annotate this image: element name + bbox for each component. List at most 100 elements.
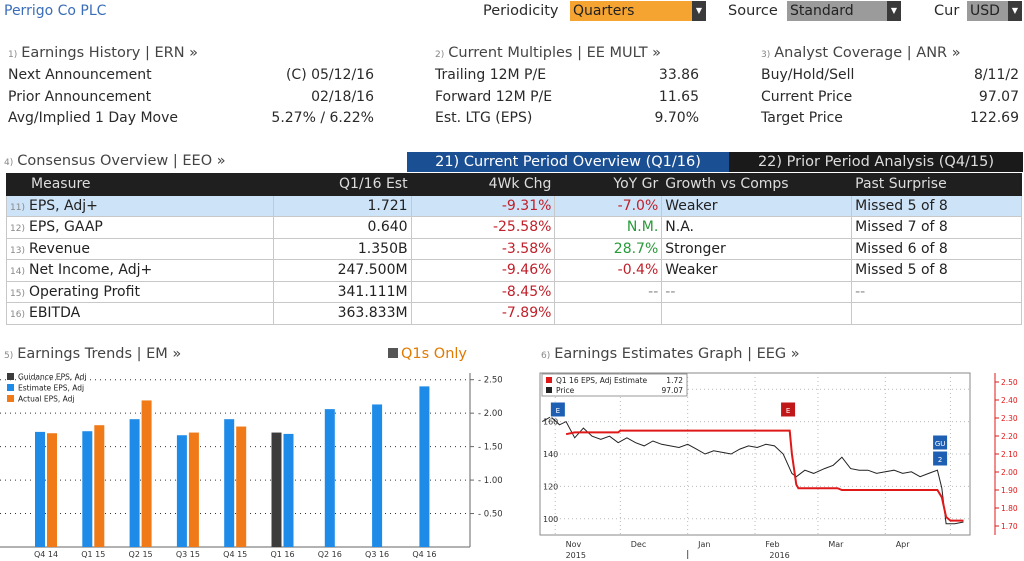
table-row[interactable]: 12) EPS, GAAP 0.640 -25.58% N.M. N.A. Mis… <box>6 216 1022 239</box>
left-tick-label: 160 <box>543 418 558 427</box>
y-tick-label: - 1.00 <box>478 476 502 486</box>
periodicity-select[interactable]: Quarters ▼ <box>570 1 706 21</box>
table-row[interactable]: 11) EPS, Adj+ 1.721 -9.31% -7.0% Weaker M… <box>6 194 1022 217</box>
legend-box <box>541 373 688 397</box>
measure-cell: Operating Profit <box>28 283 140 300</box>
checkbox-icon <box>388 348 398 358</box>
day-move-label: Avg/Implied 1 Day Move <box>8 110 179 126</box>
x-tick-label: Q4 16 <box>412 550 436 559</box>
current-multiples-title[interactable]: 2) Current Multiples | EE MULT » <box>435 45 661 61</box>
est-cell: 363.833M <box>272 302 412 325</box>
event-marker-label: 2 <box>938 456 942 464</box>
comps-cell: Stronger <box>661 237 853 260</box>
currency-value: USD <box>970 3 1000 19</box>
surprise-cell: Missed 6 of 8 <box>851 237 1022 260</box>
col-measure[interactable]: Measure <box>6 173 274 196</box>
est-cell: 1.721 <box>272 194 412 217</box>
q1s-only-label: Q1s Only <box>401 346 468 362</box>
forward-pe-value: 11.65 <box>658 89 699 105</box>
prior-announcement-value: 02/18/16 <box>311 89 374 105</box>
next-announcement-value: (C) 05/12/16 <box>285 67 374 83</box>
row-number: 13) <box>10 245 25 256</box>
col-growth-vs-comps[interactable]: Growth vs Comps <box>661 173 853 196</box>
comps-cell <box>661 302 853 325</box>
measure-cell: Revenue <box>28 240 90 257</box>
table-row[interactable]: 16) EBITDA 363.833M -7.89% <box>6 302 1022 325</box>
earnings-trends-title[interactable]: 5) Earnings Trends | EM » <box>4 346 181 362</box>
x-tick-label: Q1 15 <box>81 550 105 559</box>
event-marker-label: E <box>556 407 560 415</box>
bar-estimate <box>224 419 235 547</box>
chg-cell: -25.58% <box>410 216 556 239</box>
measure-cell: EPS, GAAP <box>28 219 103 236</box>
col-4wk-chg[interactable]: 4Wk Chg <box>410 173 556 196</box>
col-est[interactable]: Q1/16 Est <box>272 173 412 196</box>
current-price-label: Current Price <box>761 89 853 105</box>
table-row[interactable]: 14) Net Income, Adj+ 247.500M -9.46% -0.4… <box>6 259 1022 282</box>
event-marker-label: E <box>786 407 790 415</box>
legend-value: 1.72 <box>666 376 683 385</box>
table-header-row: Measure Q1/16 Est 4Wk Chg YoY Gr Growth … <box>6 173 1022 196</box>
x-month-label: Nov <box>566 540 582 549</box>
chg-cell: -7.89% <box>410 302 556 325</box>
chevron-down-icon: ▼ <box>692 1 706 21</box>
ltg-label: Est. LTG (EPS) <box>435 110 533 126</box>
analyst-coverage-title[interactable]: 3) Analyst Coverage | ANR » <box>761 45 961 61</box>
x-tick-label: Q2 15 <box>129 550 153 559</box>
col-yoy[interactable]: YoY Gr <box>554 173 663 196</box>
earnings-history-title[interactable]: 1) Earnings History | ERN » <box>8 45 198 61</box>
x-month-label: Mar <box>828 540 844 549</box>
yoy-cell: -7.0% <box>554 194 663 217</box>
bar-estimate <box>82 431 93 547</box>
day-move-value: 5.27% / 6.22% <box>271 110 374 126</box>
legend-value: 97.07 <box>662 386 684 395</box>
tab-prior-period[interactable]: 22) Prior Period Analysis (Q4/15) <box>729 152 1023 172</box>
bar-estimate <box>324 409 335 547</box>
event-marker-label: GU <box>935 440 946 448</box>
table-row[interactable]: 13) Revenue 1.350B -3.58% 28.7% Stronger … <box>6 237 1022 260</box>
surprise-cell: Missed 7 of 8 <box>851 216 1022 239</box>
q1s-only-toggle[interactable]: Q1s Only <box>388 346 467 362</box>
x-month-label: Dec <box>631 540 646 549</box>
x-year-label: 2015 <box>566 551 586 560</box>
section-title-text: Current Multiples | EE MULT » <box>448 45 662 61</box>
currency-select[interactable]: USD ▼ <box>967 1 1022 21</box>
consensus-title[interactable]: 4) Consensus Overview | EEO » <box>4 153 226 169</box>
earnings-estimates-graph: 1001201401601801.701.801.902.002.102.202… <box>539 372 1018 560</box>
section-title-text: Earnings History | ERN » <box>21 45 199 61</box>
section-title-text: Earnings Estimates Graph | EEG » <box>554 346 800 362</box>
bar-estimate <box>419 386 430 547</box>
y-tick-label: - 1.50 <box>478 443 502 453</box>
yoy-cell: N.M. <box>554 216 663 239</box>
surprise-cell: -- <box>851 280 1022 303</box>
measure-cell: EBITDA <box>28 305 81 322</box>
bar-estimate <box>176 435 187 547</box>
x-tick-label: Q3 16 <box>365 550 389 559</box>
right-tick-label: 2.30 <box>1001 414 1018 423</box>
comps-cell: N.A. <box>661 216 853 239</box>
ltg-value: 9.70% <box>654 110 699 126</box>
buy-hold-sell-value: 8/11/2 <box>973 67 1019 83</box>
section-number: 2) <box>435 50 445 60</box>
chg-cell: -9.31% <box>410 194 556 217</box>
next-announcement-label: Next Announcement <box>8 67 152 83</box>
measure-cell: Net Income, Adj+ <box>28 262 153 279</box>
x-month-label: Jan <box>697 540 710 549</box>
yoy-cell <box>554 302 663 325</box>
yoy-cell: -0.4% <box>554 259 663 282</box>
row-number: 11) <box>10 202 25 213</box>
est-cell: 1.350B <box>272 237 412 260</box>
x-tick-label: Q4 15 <box>223 550 247 559</box>
tab-current-period[interactable]: 21) Current Period Overview (Q1/16) <box>407 152 729 172</box>
col-past-surprise[interactable]: Past Surprise <box>851 173 1022 196</box>
legend-swatch <box>7 373 14 380</box>
earnings-trends-chart: - 0.50 - 1.00 - 1.50 - 2.00 - 2.50 Q4 14 Q1 15… <box>0 373 502 559</box>
left-tick-label: 100 <box>543 515 558 524</box>
y-tick-label: - 0.50 <box>478 510 502 520</box>
comps-cell: Weaker <box>661 194 853 217</box>
bar-estimate <box>283 433 294 547</box>
trailing-pe-value: 33.86 <box>658 67 699 83</box>
source-select[interactable]: Standard ▼ <box>787 1 901 21</box>
eeg-title[interactable]: 6) Earnings Estimates Graph | EEG » <box>541 346 800 362</box>
table-row[interactable]: 15) Operating Profit 341.111M -8.45% -- -… <box>6 280 1022 303</box>
